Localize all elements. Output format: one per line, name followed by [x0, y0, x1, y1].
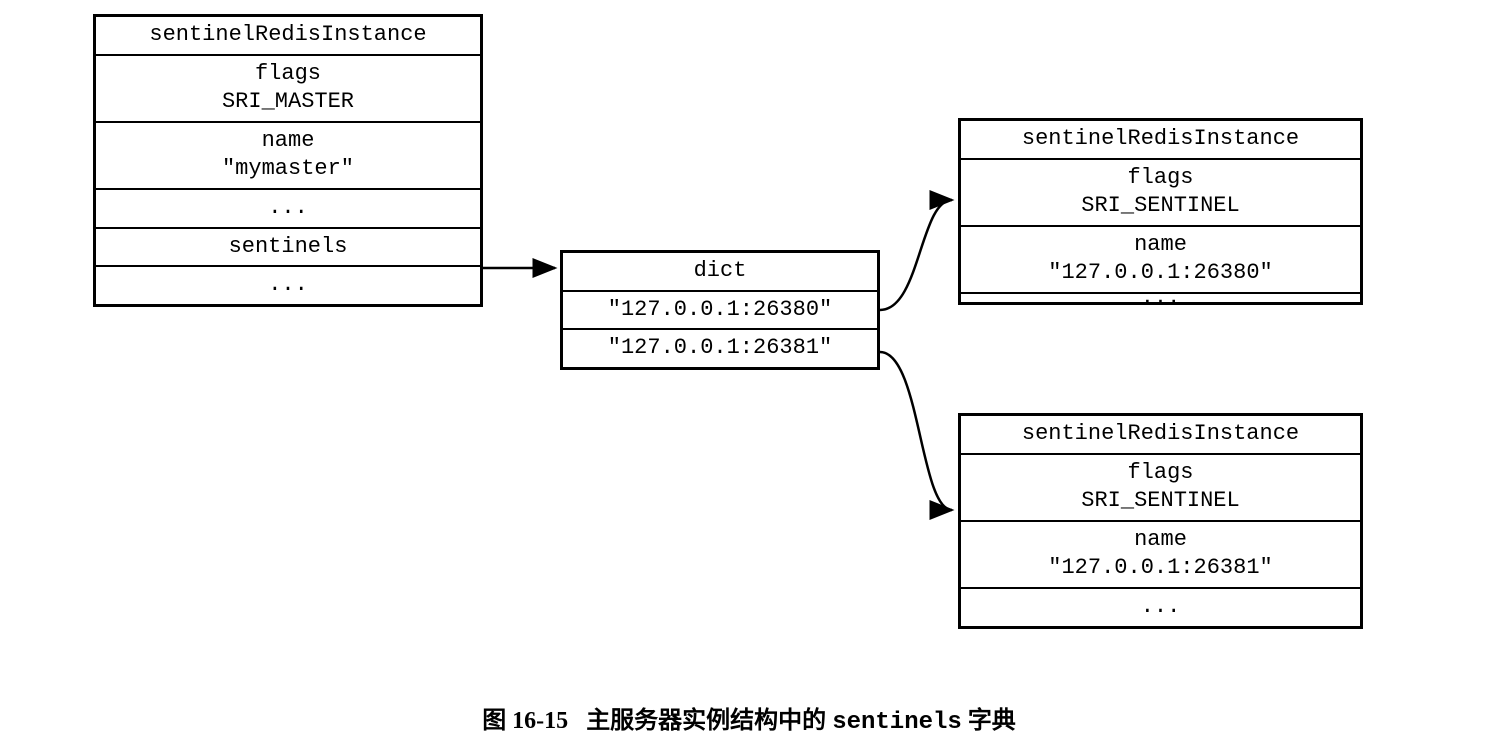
sentinel1-name: name "127.0.0.1:26380"	[961, 227, 1360, 294]
sentinel1-ellipsis: ...	[961, 294, 1360, 302]
sentinel2-ellipsis: ...	[961, 589, 1360, 626]
master-name-value: "mymaster"	[222, 156, 354, 181]
sentinel1-flags-value: SRI_SENTINEL	[1081, 193, 1239, 218]
master-name-label: name	[262, 128, 315, 153]
master-header: sentinelRedisInstance	[96, 17, 480, 56]
dict-key-1: "127.0.0.1:26380"	[563, 292, 877, 331]
sentinel1-flags-label: flags	[1127, 165, 1193, 190]
master-instance-box: sentinelRedisInstance flags SRI_MASTER n…	[93, 14, 483, 307]
arrow-dict-to-sentinel1	[880, 200, 952, 310]
sentinel2-box: sentinelRedisInstance flags SRI_SENTINEL…	[958, 413, 1363, 629]
caption-mono: sentinels	[832, 709, 962, 736]
caption-text-cn: 主服务器实例结构中的	[586, 708, 826, 734]
sentinel2-flags-value: SRI_SENTINEL	[1081, 488, 1239, 513]
master-ellipsis-2: ...	[96, 267, 480, 304]
dict-box: dict "127.0.0.1:26380" "127.0.0.1:26381"	[560, 250, 880, 370]
figure-caption: 图 16-15 主服务器实例结构中的 sentinels 字典	[0, 700, 1498, 736]
sentinel2-header: sentinelRedisInstance	[961, 416, 1360, 455]
sentinel2-name-value: "127.0.0.1:26381"	[1048, 555, 1272, 580]
sentinel2-flags: flags SRI_SENTINEL	[961, 455, 1360, 522]
sentinel2-flags-label: flags	[1127, 460, 1193, 485]
master-flags-value: SRI_MASTER	[222, 89, 354, 114]
sentinel1-header: sentinelRedisInstance	[961, 121, 1360, 160]
sentinel2-name: name "127.0.0.1:26381"	[961, 522, 1360, 589]
sentinel1-box: sentinelRedisInstance flags SRI_SENTINEL…	[958, 118, 1363, 305]
caption-prefix: 图 16-15	[482, 708, 568, 734]
caption-suffix: 字典	[968, 708, 1016, 734]
arrow-dict-to-sentinel2	[880, 352, 952, 510]
sentinel2-name-label: name	[1134, 527, 1187, 552]
dict-header: dict	[563, 253, 877, 292]
sentinel1-name-value: "127.0.0.1:26380"	[1048, 260, 1272, 285]
dict-key-2: "127.0.0.1:26381"	[563, 330, 877, 367]
master-flags: flags SRI_MASTER	[96, 56, 480, 123]
sentinel1-name-label: name	[1134, 232, 1187, 257]
sentinel1-flags: flags SRI_SENTINEL	[961, 160, 1360, 227]
master-name: name "mymaster"	[96, 123, 480, 190]
master-sentinels-field: sentinels	[96, 229, 480, 268]
master-flags-label: flags	[255, 61, 321, 86]
master-ellipsis-1: ...	[96, 190, 480, 229]
